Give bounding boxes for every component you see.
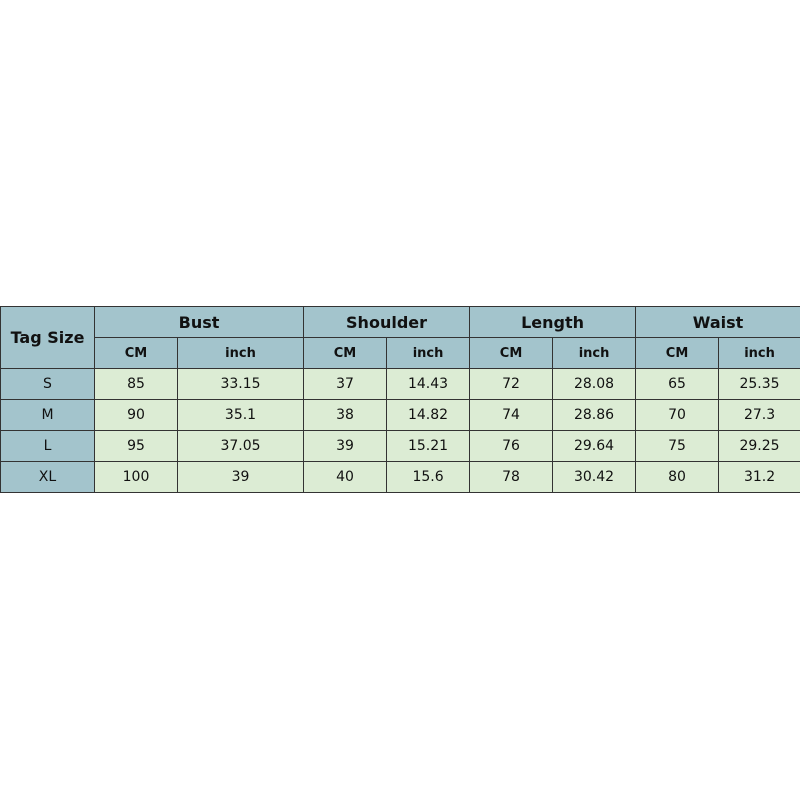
value-cell: 30.42 <box>552 461 637 493</box>
size-chart-table: Tag Size Bust Shoulder Length Waist CM in… <box>0 306 800 493</box>
size-cell: M <box>0 399 95 431</box>
size-cell: S <box>0 368 95 400</box>
unit-header-cm: CM <box>635 337 720 369</box>
waist-header: Waist <box>635 306 800 338</box>
value-cell: 90 <box>94 399 178 431</box>
table-row: S 85 33.15 37 14.43 72 28.08 65 25.35 <box>0 368 800 400</box>
value-cell: 37 <box>303 368 388 400</box>
value-cell: 29.64 <box>552 430 637 462</box>
value-cell: 70 <box>635 399 720 431</box>
unit-header-cm: CM <box>303 337 388 369</box>
shoulder-header: Shoulder <box>303 306 471 338</box>
value-cell: 14.82 <box>386 399 471 431</box>
unit-header-inch: inch <box>386 337 471 369</box>
value-cell: 15.6 <box>386 461 471 493</box>
value-cell: 28.86 <box>552 399 637 431</box>
value-cell: 33.15 <box>176 368 305 400</box>
value-cell: 29.25 <box>718 430 800 462</box>
value-cell: 28.08 <box>552 368 637 400</box>
value-cell: 72 <box>469 368 554 400</box>
size-cell: XL <box>0 461 95 493</box>
value-cell: 37.05 <box>176 430 305 462</box>
size-cell: L <box>0 430 95 462</box>
value-cell: 14.43 <box>386 368 471 400</box>
value-cell: 65 <box>635 368 720 400</box>
value-cell: 35.1 <box>176 399 305 431</box>
value-cell: 38 <box>303 399 388 431</box>
length-header: Length <box>469 306 637 338</box>
value-cell: 27.3 <box>718 399 800 431</box>
bust-header: Bust <box>93 306 305 338</box>
value-cell: 39 <box>176 461 305 493</box>
value-cell: 80 <box>635 461 720 493</box>
value-cell: 76 <box>469 430 554 462</box>
unit-header-inch: inch <box>176 337 305 369</box>
value-cell: 95 <box>94 430 178 462</box>
table-row: L 95 37.05 39 15.21 76 29.64 75 29.25 <box>0 430 800 462</box>
value-cell: 40 <box>303 461 388 493</box>
value-cell: 74 <box>469 399 554 431</box>
unit-header-cm: CM <box>94 337 178 369</box>
unit-header-cm: CM <box>469 337 554 369</box>
unit-header-inch: inch <box>718 337 800 369</box>
value-cell: 100 <box>94 461 178 493</box>
tag-size-header: Tag Size <box>0 306 95 369</box>
unit-header-inch: inch <box>552 337 637 369</box>
value-cell: 31.2 <box>718 461 800 493</box>
table-row: M 90 35.1 38 14.82 74 28.86 70 27.3 <box>0 399 800 431</box>
value-cell: 78 <box>469 461 554 493</box>
value-cell: 25.35 <box>718 368 800 400</box>
value-cell: 85 <box>94 368 178 400</box>
value-cell: 75 <box>635 430 720 462</box>
value-cell: 15.21 <box>386 430 471 462</box>
value-cell: 39 <box>303 430 388 462</box>
table-row: XL 100 39 40 15.6 78 30.42 80 31.2 <box>0 461 800 493</box>
